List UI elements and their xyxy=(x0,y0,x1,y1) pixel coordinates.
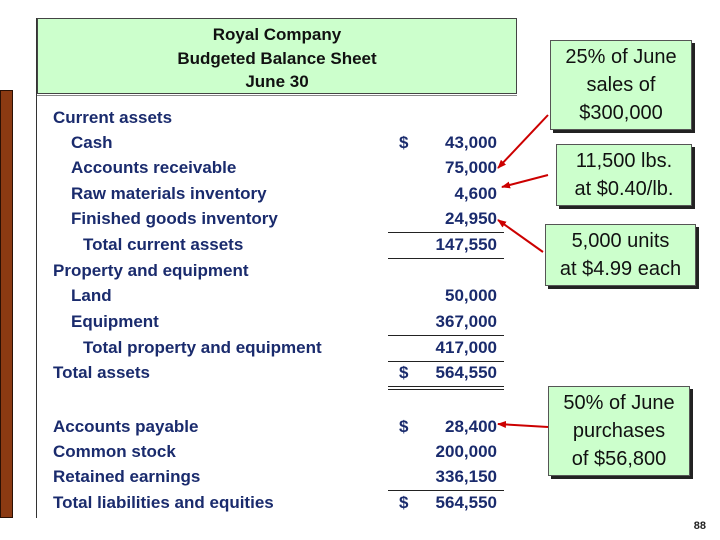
row-accounts-payable: Accounts payable $ 28,400 xyxy=(37,415,517,439)
currency-sign: $ xyxy=(399,363,409,382)
subtotal-rule xyxy=(388,232,504,233)
row-label: Current assets xyxy=(53,108,173,127)
callout-line: $300,000 xyxy=(579,102,663,124)
callout-line: of $56,800 xyxy=(571,448,667,470)
currency-sign: $ xyxy=(399,133,409,152)
callout-line: 25% of June xyxy=(565,46,677,68)
subtotal-rule xyxy=(388,335,504,336)
section-property-equipment: Property and equipment xyxy=(37,259,517,283)
row-total-liabilities-equities: Total liabilities and equities $ 564,550 xyxy=(37,491,517,515)
row-label: Finished goods inventory xyxy=(71,209,278,228)
row-accounts-receivable: Accounts receivable 75,000 xyxy=(37,156,517,180)
row-amount: 75,000 xyxy=(445,158,497,177)
row-amount: 50,000 xyxy=(445,286,497,305)
row-label: Raw materials inventory xyxy=(71,184,267,203)
currency-sign: $ xyxy=(399,417,409,436)
balance-sheet: Royal Company Budgeted Balance Sheet Jun… xyxy=(36,18,518,519)
row-amount: 43,000 xyxy=(445,133,497,152)
callout-raw-materials-note: 11,500 lbs. at $0.40/lb. xyxy=(556,144,692,206)
subtotal-rule xyxy=(388,490,504,491)
callout-receivable-note: 25% of June sales of $300,000 xyxy=(550,40,692,130)
sheet-header: Royal Company Budgeted Balance Sheet Jun… xyxy=(37,18,517,94)
row-amount: 564,550 xyxy=(435,363,497,382)
row-amount: 200,000 xyxy=(435,442,497,461)
row-label: Retained earnings xyxy=(53,467,201,486)
row-amount: 336,150 xyxy=(435,467,497,486)
row-amount: 4,600 xyxy=(454,184,497,203)
row-amount: 24,950 xyxy=(445,209,497,228)
arrow-finished-goods xyxy=(497,219,544,253)
row-amount: 417,000 xyxy=(435,338,497,357)
arrow-receivable xyxy=(497,114,549,169)
arrow-raw-materials xyxy=(501,174,549,189)
row-equipment: Equipment 367,000 xyxy=(37,310,517,334)
row-cash: Cash $ 43,000 xyxy=(37,131,517,155)
company-name: Royal Company xyxy=(212,25,342,44)
row-label: Accounts payable xyxy=(53,417,199,436)
row-label: Equipment xyxy=(71,312,159,331)
callout-line: purchases xyxy=(572,420,666,442)
row-label: Total liabilities and equities xyxy=(53,493,274,512)
callout-line: 5,000 units xyxy=(571,230,670,252)
row-total-assets: Total assets $ 564,550 xyxy=(37,361,517,385)
row-amount: 147,550 xyxy=(435,235,497,254)
currency-sign: $ xyxy=(399,493,409,512)
row-label: Total assets xyxy=(53,363,151,382)
callout-line: 50% of June xyxy=(563,392,675,414)
row-amount: 367,000 xyxy=(435,312,497,331)
callout-finished-goods-note: 5,000 units at $4.99 each xyxy=(545,224,696,286)
callout-line: sales of xyxy=(586,74,656,96)
row-total-current-assets: Total current assets 147,550 xyxy=(37,233,517,257)
row-label: Common stock xyxy=(53,442,176,461)
row-total-property-equipment: Total property and equipment 417,000 xyxy=(37,336,517,360)
row-label: Total property and equipment xyxy=(83,338,322,357)
row-land: Land 50,000 xyxy=(37,284,517,308)
row-finished-goods: Finished goods inventory 24,950 xyxy=(37,207,517,231)
row-label: Accounts receivable xyxy=(71,158,237,177)
row-common-stock: Common stock 200,000 xyxy=(37,440,517,464)
double-underline xyxy=(388,386,504,390)
row-amount: 564,550 xyxy=(435,493,497,512)
left-accent-bar xyxy=(0,90,13,518)
callout-line: at $0.40/lb. xyxy=(574,178,674,200)
subtotal-rule xyxy=(388,258,504,259)
row-label: Total current assets xyxy=(83,235,244,254)
row-raw-materials: Raw materials inventory 4,600 xyxy=(37,182,517,206)
callout-payable-note: 50% of June purchases of $56,800 xyxy=(548,386,690,476)
sheet-body: Current assets Cash $ 43,000 Accounts re… xyxy=(37,95,517,519)
callout-line: at $4.99 each xyxy=(559,258,682,280)
row-label: Cash xyxy=(71,133,113,152)
statement-title: Budgeted Balance Sheet xyxy=(177,48,377,68)
arrow-payable xyxy=(497,420,549,428)
page-number: 88 xyxy=(693,520,706,532)
callout-line: 11,500 lbs. xyxy=(575,150,673,172)
row-retained-earnings: Retained earnings 336,150 xyxy=(37,465,517,489)
row-label: Land xyxy=(71,286,112,305)
row-label: Property and equipment xyxy=(53,261,249,280)
subtotal-rule xyxy=(388,361,504,362)
row-amount: 28,400 xyxy=(445,417,497,436)
statement-date: June 30 xyxy=(245,72,309,91)
section-current-assets: Current assets xyxy=(37,106,517,130)
